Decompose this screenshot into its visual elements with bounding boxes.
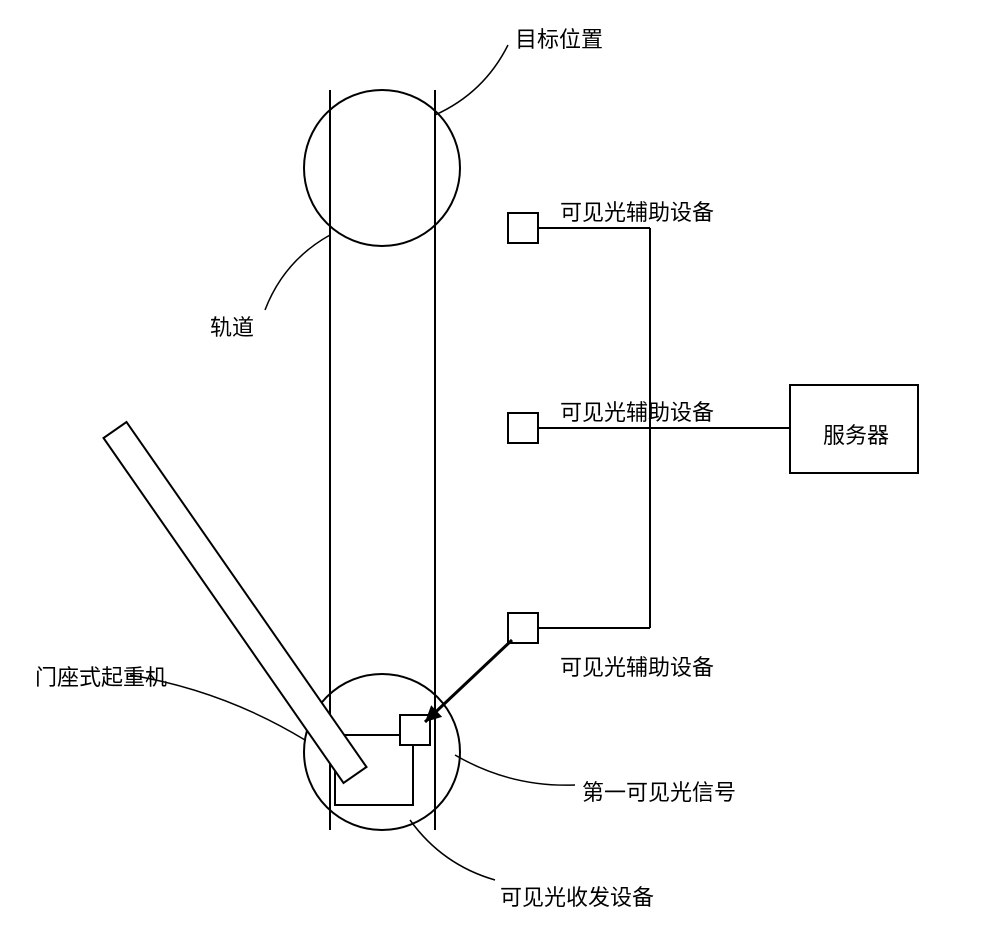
label-aux-1: 可见光辅助设备	[560, 195, 714, 227]
label-aux-3: 可见光辅助设备	[560, 650, 714, 682]
label-track: 轨道	[210, 310, 254, 342]
label-transceiver: 可见光收发设备	[500, 880, 654, 912]
label-target-position: 目标位置	[515, 22, 603, 54]
diagram-canvas	[0, 0, 1000, 944]
label-portal-crane: 门座式起重机	[35, 660, 167, 692]
label-first-signal: 第一可见光信号	[582, 775, 736, 807]
label-server: 服务器	[823, 418, 889, 450]
label-aux-2: 可见光辅助设备	[560, 395, 714, 427]
